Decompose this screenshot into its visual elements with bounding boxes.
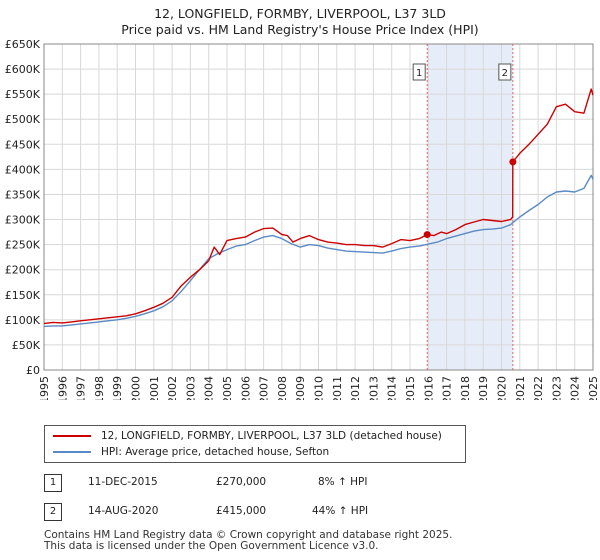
x-tick-label: 2023	[550, 376, 563, 400]
transaction-price: £415,000	[216, 505, 267, 517]
series-line-property	[43, 88, 594, 325]
legend-label-property: 12, LONGFIELD, FORMBY, LIVERPOOL, L37 3L…	[101, 430, 442, 442]
series-line-hpi	[43, 174, 594, 328]
legend-swatch-property	[53, 435, 91, 437]
y-tick-label: £300K	[5, 214, 41, 227]
y-tick-label: £150K	[5, 289, 41, 302]
plot-frame	[43, 43, 594, 371]
transaction-hpi-change: 8% ↑ HPI	[318, 476, 368, 488]
x-tick-label: 2012	[349, 376, 362, 400]
annotation-label: 2	[502, 68, 508, 79]
chart-title-line1: 12, LONGFIELD, FORMBY, LIVERPOOL, L37 3L…	[154, 6, 446, 21]
transaction-price: £270,000	[216, 476, 267, 488]
y-tick-label: £250K	[5, 239, 41, 252]
x-tick-label: 2006	[239, 376, 252, 400]
y-tick-label: £200K	[5, 264, 41, 277]
x-tick-label: 2009	[294, 376, 307, 400]
x-tick-label: 2022	[532, 376, 545, 400]
x-tick-label: 1997	[75, 376, 88, 400]
x-tick-label: 2002	[166, 376, 179, 400]
footer-line2: This data is licensed under the Open Gov…	[44, 540, 379, 552]
y-tick-label: £550K	[5, 88, 41, 101]
legend-label-hpi: HPI: Average price, detached house, Seft…	[101, 446, 330, 458]
footer-attribution: Contains HM Land Registry data © Crown c…	[44, 530, 452, 552]
x-tick-label: 2025	[587, 376, 600, 400]
annotation-box	[498, 63, 512, 81]
y-tick-label: £100K	[5, 314, 41, 327]
x-tick-label: 2024	[569, 376, 582, 400]
x-tick-label: 2010	[313, 376, 326, 400]
annotation-box	[412, 63, 426, 81]
sale-point	[509, 158, 517, 166]
x-tick-label: 2019	[477, 376, 490, 400]
chart-title-line2: Price paid vs. HM Land Registry's House …	[121, 22, 479, 37]
x-tick-label: 2018	[459, 376, 472, 400]
transaction-hpi-change: 44% ↑ HPI	[312, 505, 369, 517]
x-tick-label: 2013	[367, 376, 380, 400]
y-tick-label: £450K	[5, 138, 41, 151]
x-tick-label: 2005	[221, 376, 234, 400]
x-tick-label: 1999	[111, 376, 124, 400]
x-tick-label: 1996	[56, 376, 69, 400]
x-tick-label: 2001	[148, 376, 161, 400]
y-tick-label: £350K	[5, 188, 41, 201]
transaction-date: 14-AUG-2020	[88, 505, 159, 517]
x-tick-label: 2008	[276, 376, 289, 400]
x-tick-label: 2016	[422, 376, 435, 400]
x-tick-label: 2015	[404, 376, 417, 400]
x-tick-label: 2003	[184, 376, 197, 400]
annotation-label: 1	[416, 68, 422, 79]
transaction-date: 11-DEC-2015	[88, 476, 158, 488]
x-tick-label: 2021	[514, 376, 527, 400]
x-tick-label: 2004	[203, 376, 216, 400]
transaction-badge: 1	[44, 474, 62, 492]
sale-point	[423, 231, 431, 239]
x-tick-label: 2011	[331, 376, 344, 400]
footer-line1: Contains HM Land Registry data © Crown c…	[44, 529, 453, 541]
x-tick-label: 2020	[496, 376, 509, 400]
price-chart: £0 £50K £100K £150K £200K £250K £300K £350K £400…	[5, 38, 600, 400]
x-tick-label: 1995	[38, 376, 51, 400]
y-tick-label: £400K	[5, 163, 41, 176]
x-tick-label: 2014	[386, 376, 399, 400]
highlight-span	[427, 44, 513, 370]
x-tick-label: 2000	[130, 376, 143, 400]
y-tick-label: £500K	[5, 113, 41, 126]
y-tick-label: £0	[26, 364, 40, 377]
y-tick-label: £600K	[5, 63, 41, 76]
chart-legend: 12, LONGFIELD, FORMBY, LIVERPOOL, L37 3L…	[44, 425, 466, 463]
x-tick-label: 2017	[441, 376, 454, 400]
legend-swatch-hpi	[53, 451, 91, 453]
transaction-badge: 2	[44, 503, 62, 521]
x-tick-label: 2007	[258, 376, 271, 400]
x-tick-label: 1998	[93, 376, 106, 400]
y-tick-label: £650K	[5, 38, 41, 51]
y-tick-label: £50K	[12, 339, 41, 352]
